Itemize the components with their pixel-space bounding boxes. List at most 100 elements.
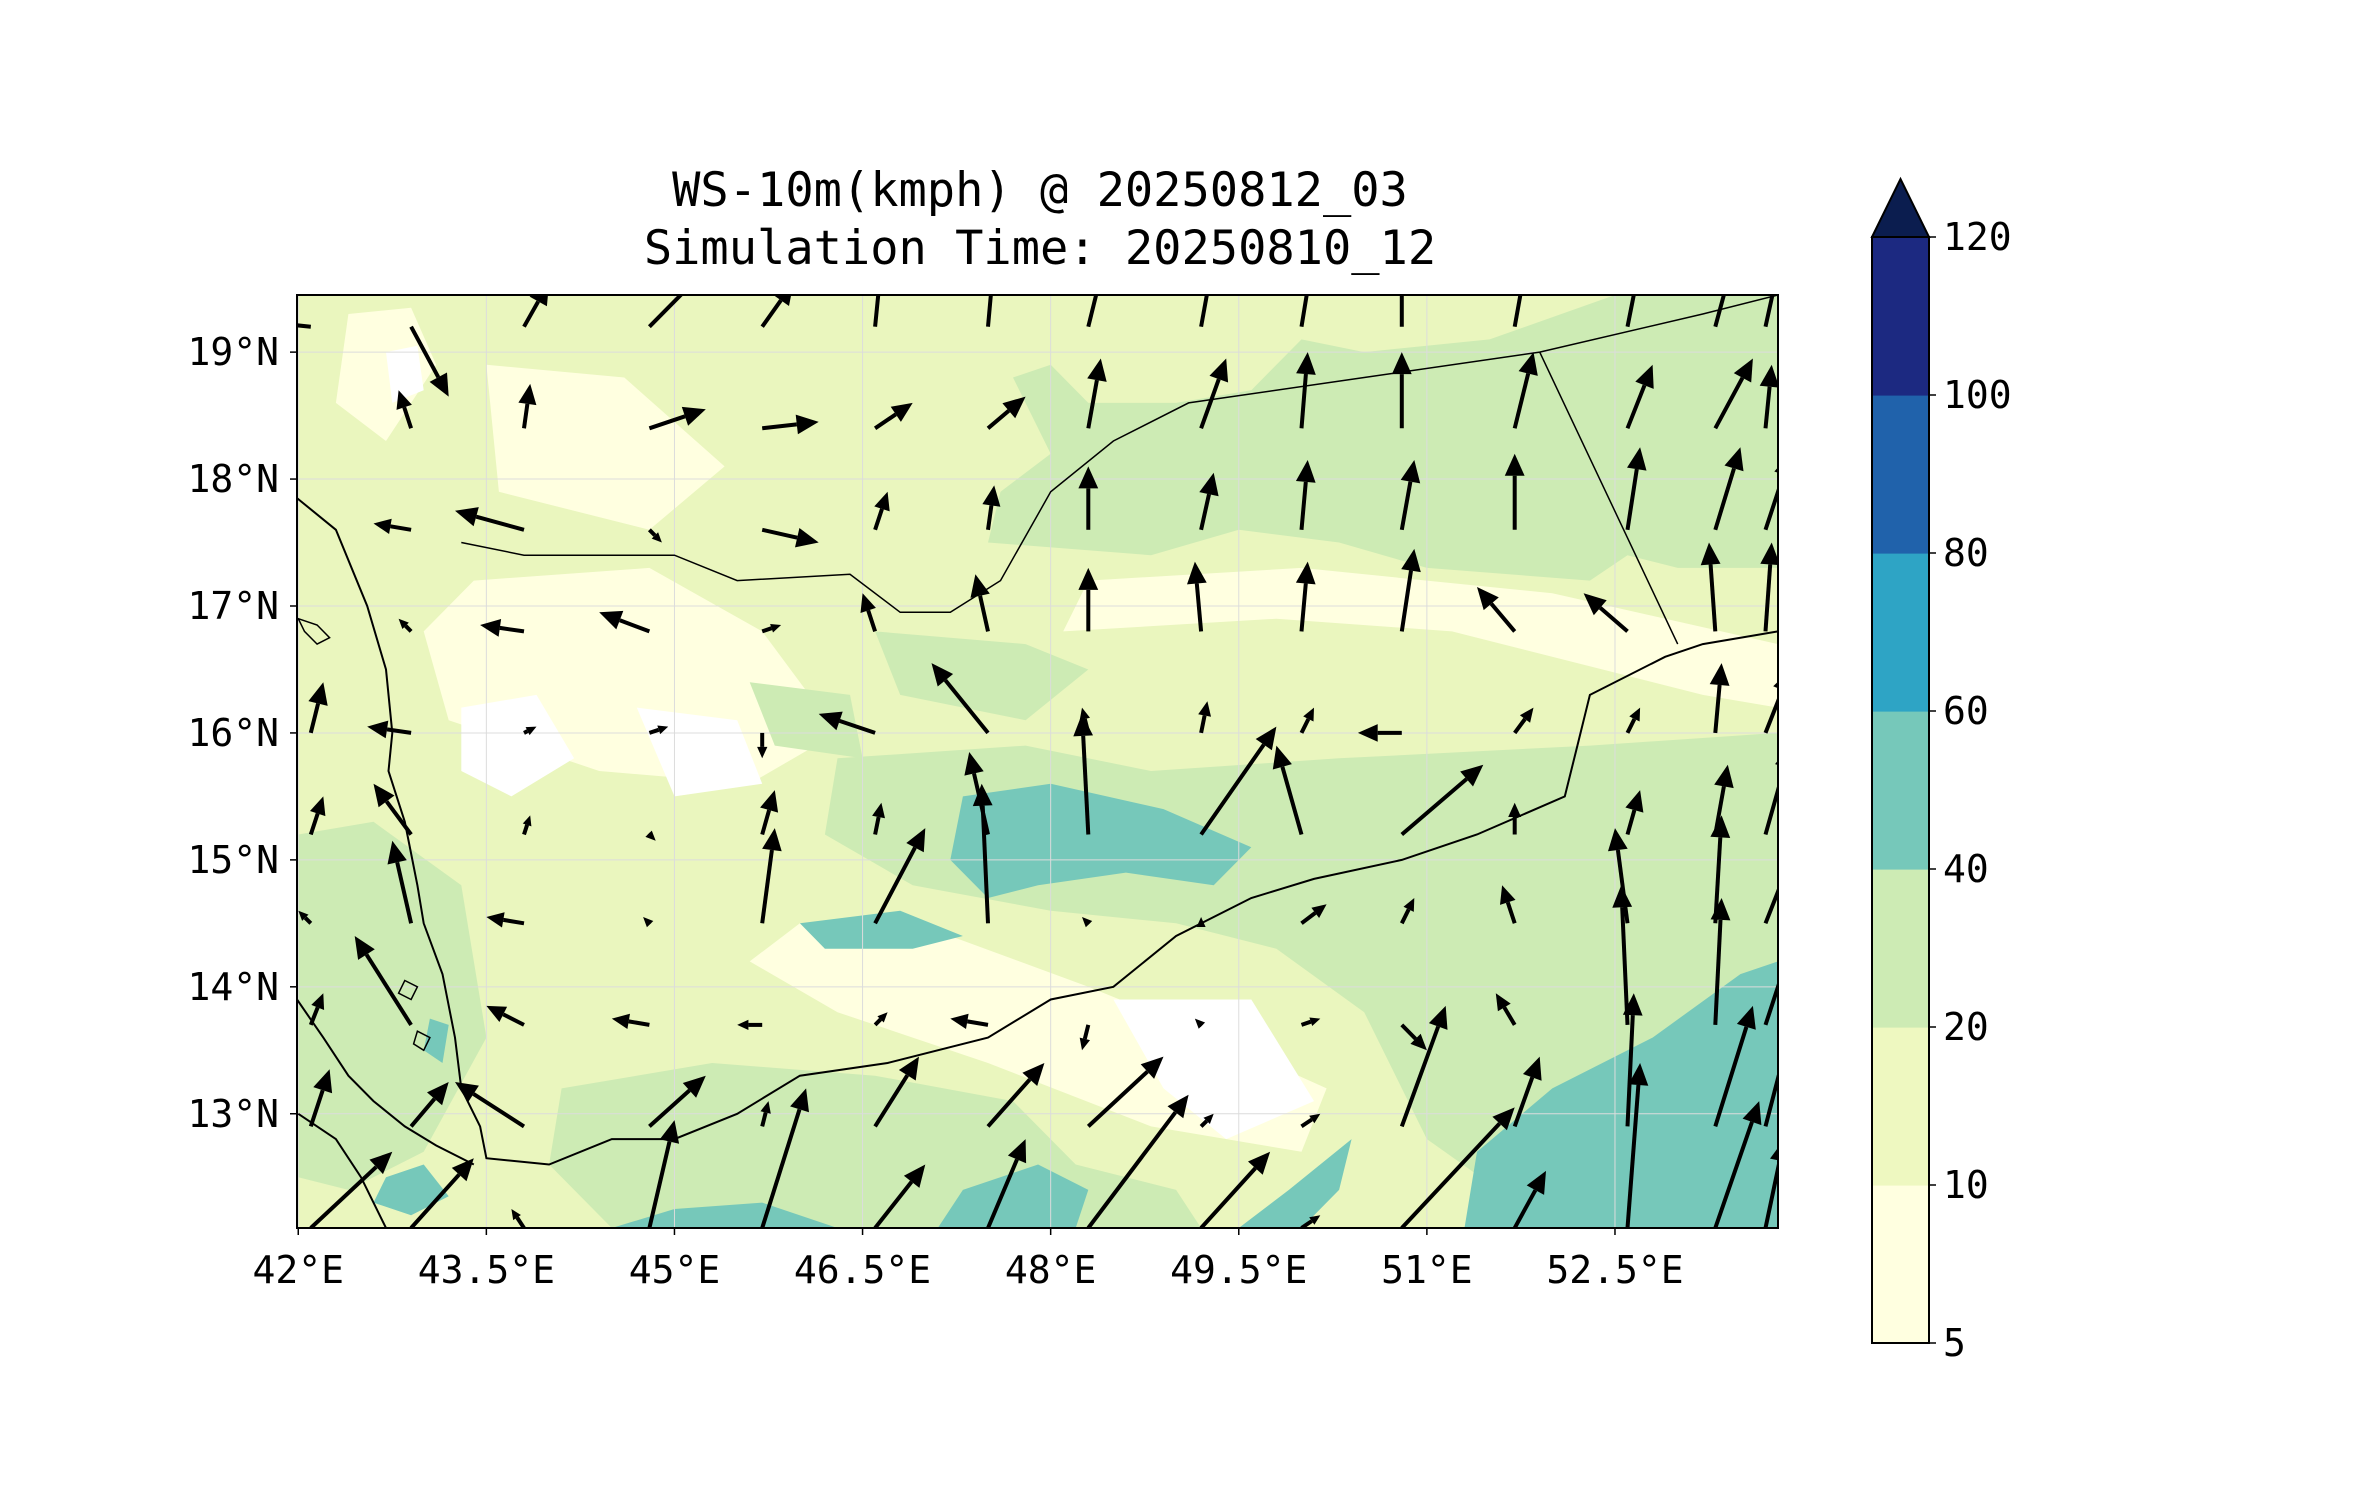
wind-arrow-head	[1073, 713, 1093, 737]
wind-arrow-head	[1518, 352, 1538, 376]
x-tick-label: 49.5°E	[1170, 1248, 1307, 1292]
colorbar-tick-label: 100	[1943, 373, 2012, 417]
wind-arrow-head	[1764, 270, 1783, 294]
wind-arrow-head	[1022, 1063, 1045, 1086]
wind-arrow-shaft	[838, 719, 876, 735]
wind-arrow-head	[1733, 358, 1753, 383]
wind-arrow-shaft	[648, 1088, 691, 1128]
wind-arrow-head	[970, 574, 990, 598]
wind-arrow-head	[1391, 352, 1412, 375]
wind-arrow-head	[1635, 364, 1654, 389]
wind-arrow-head	[373, 518, 392, 534]
wind-arrow-head	[982, 485, 1001, 507]
wind-arrow-shaft	[1194, 583, 1204, 632]
wind-arrow-head	[1187, 561, 1207, 585]
wind-arrow-shaft	[475, 514, 525, 532]
wind-arrow-head	[1400, 460, 1421, 484]
wind-arrow-shaft	[1625, 295, 1636, 328]
wind-arrow-head	[354, 936, 375, 960]
wind-arrow-head	[308, 682, 328, 706]
wind-arrow-shaft	[1763, 564, 1773, 632]
wind-arrow-head	[659, 1120, 680, 1144]
wind-arrow-shaft	[384, 800, 413, 836]
wind-arrow-head	[1167, 1094, 1189, 1119]
wind-arrow-shaft	[1299, 481, 1308, 530]
wind-arrow-shaft	[1300, 911, 1317, 925]
wind-arrow-shaft	[873, 1180, 914, 1228]
wind-arrow-head	[1079, 1037, 1090, 1051]
wind-arrow-head	[682, 1075, 706, 1098]
wind-arrow-shaft	[1598, 606, 1629, 633]
wind-arrow-shaft	[1299, 295, 1309, 328]
wind-arrow-head	[298, 910, 309, 921]
x-tick-label: 45°E	[629, 1248, 721, 1292]
wind-arrow-head	[903, 1164, 926, 1188]
wind-arrow-head	[396, 390, 412, 410]
wind-arrow-shaft	[1512, 295, 1523, 328]
wind-arrow-shaft	[986, 505, 994, 531]
x-tick-label: 43.5°E	[418, 1248, 555, 1292]
wind-arrow-head	[611, 1013, 630, 1029]
wind-arrow-shaft	[1199, 493, 1211, 531]
y-tick-label: 13°N	[187, 1092, 279, 1136]
wind-arrow-head	[737, 1019, 749, 1030]
wind-arrow-shaft	[647, 528, 657, 537]
wind-arrow-shaft	[1625, 718, 1637, 734]
wind-arrow-shaft	[1400, 1023, 1418, 1041]
wind-arrow-shaft	[760, 1108, 802, 1228]
wind-arrow-head	[1773, 681, 1778, 689]
x-tick-label: 52.5°E	[1546, 1248, 1683, 1292]
wind-arrow-head	[877, 1012, 888, 1023]
wind-arrow-shaft	[628, 1019, 650, 1027]
x-axis-ticks: 42°E 43.5°E 45°E 46.5°E 48°E 49.5°E 51°E 52.5°E	[252, 1228, 1684, 1292]
wind-arrow-shaft	[648, 414, 686, 431]
wind-arrow-shaft	[1489, 602, 1517, 633]
chart-title: WS-10m(kmph) @ 20250812_03	[672, 163, 1408, 218]
wind-arrow-head	[1742, 1101, 1762, 1126]
wind-arrow-shaft	[1615, 849, 1630, 924]
coastline-border-layer	[297, 295, 1778, 1228]
colorbar-segment	[1872, 869, 1929, 1028]
wind-arrow-shaft	[873, 846, 917, 925]
wind-arrow-head	[451, 1158, 474, 1182]
wind-arrow-shaft	[1199, 1166, 1257, 1228]
wind-arrow-shaft	[1299, 373, 1308, 429]
wind-arrow-shaft	[1713, 919, 1723, 1025]
wind-arrow-shaft	[1400, 1122, 1502, 1228]
wind-arrow-head	[702, 251, 725, 274]
wind-arrow-shaft	[1625, 1015, 1635, 1127]
x-tick-label: 51°E	[1381, 1248, 1473, 1292]
wind-arrow-shaft	[986, 295, 993, 327]
wind-arrow-shaft	[1763, 485, 1778, 531]
contour-region	[1238, 1139, 1352, 1228]
wind-arrow-head	[486, 912, 505, 928]
colorbar: 5 10 20 40 60 80 100 120	[1870, 176, 2012, 1365]
wind-arrow-head	[1477, 587, 1499, 611]
y-tick-label: 18°N	[187, 457, 279, 501]
contour-region	[749, 682, 863, 759]
wind-arrow-shaft	[1763, 295, 1775, 328]
wind-arrow-head	[1782, 1006, 1801, 1030]
wind-arrow-shaft	[1512, 1076, 1535, 1128]
x-tick-label: 46.5°E	[794, 1248, 931, 1292]
colorbar-segment	[1872, 237, 1929, 396]
wind-arrow-shaft	[1299, 718, 1311, 734]
wind-arrow-shaft	[1086, 1111, 1177, 1228]
wind-arrow-head	[790, 1088, 809, 1113]
wind-arrow-shaft	[522, 300, 540, 328]
wind-arrow-shaft	[515, 1216, 526, 1228]
wind-arrow-shaft	[873, 816, 881, 835]
wind-arrow-head	[522, 815, 532, 827]
wind-arrow-head	[874, 491, 890, 512]
colorbar-tick-label: 60	[1943, 689, 1989, 733]
wind-arrow-shaft	[761, 527, 798, 540]
x-tick-label: 48°E	[1005, 1248, 1097, 1292]
wind-arrow-shaft	[761, 626, 773, 634]
wind-arrow-shaft	[390, 524, 412, 532]
wind-arrow-head	[1403, 898, 1415, 912]
contour-region	[1113, 999, 1314, 1140]
wind-arrow-head	[1724, 447, 1744, 472]
wind-arrow-head	[1410, 1033, 1427, 1051]
wind-arrow-head	[1719, 257, 1738, 281]
